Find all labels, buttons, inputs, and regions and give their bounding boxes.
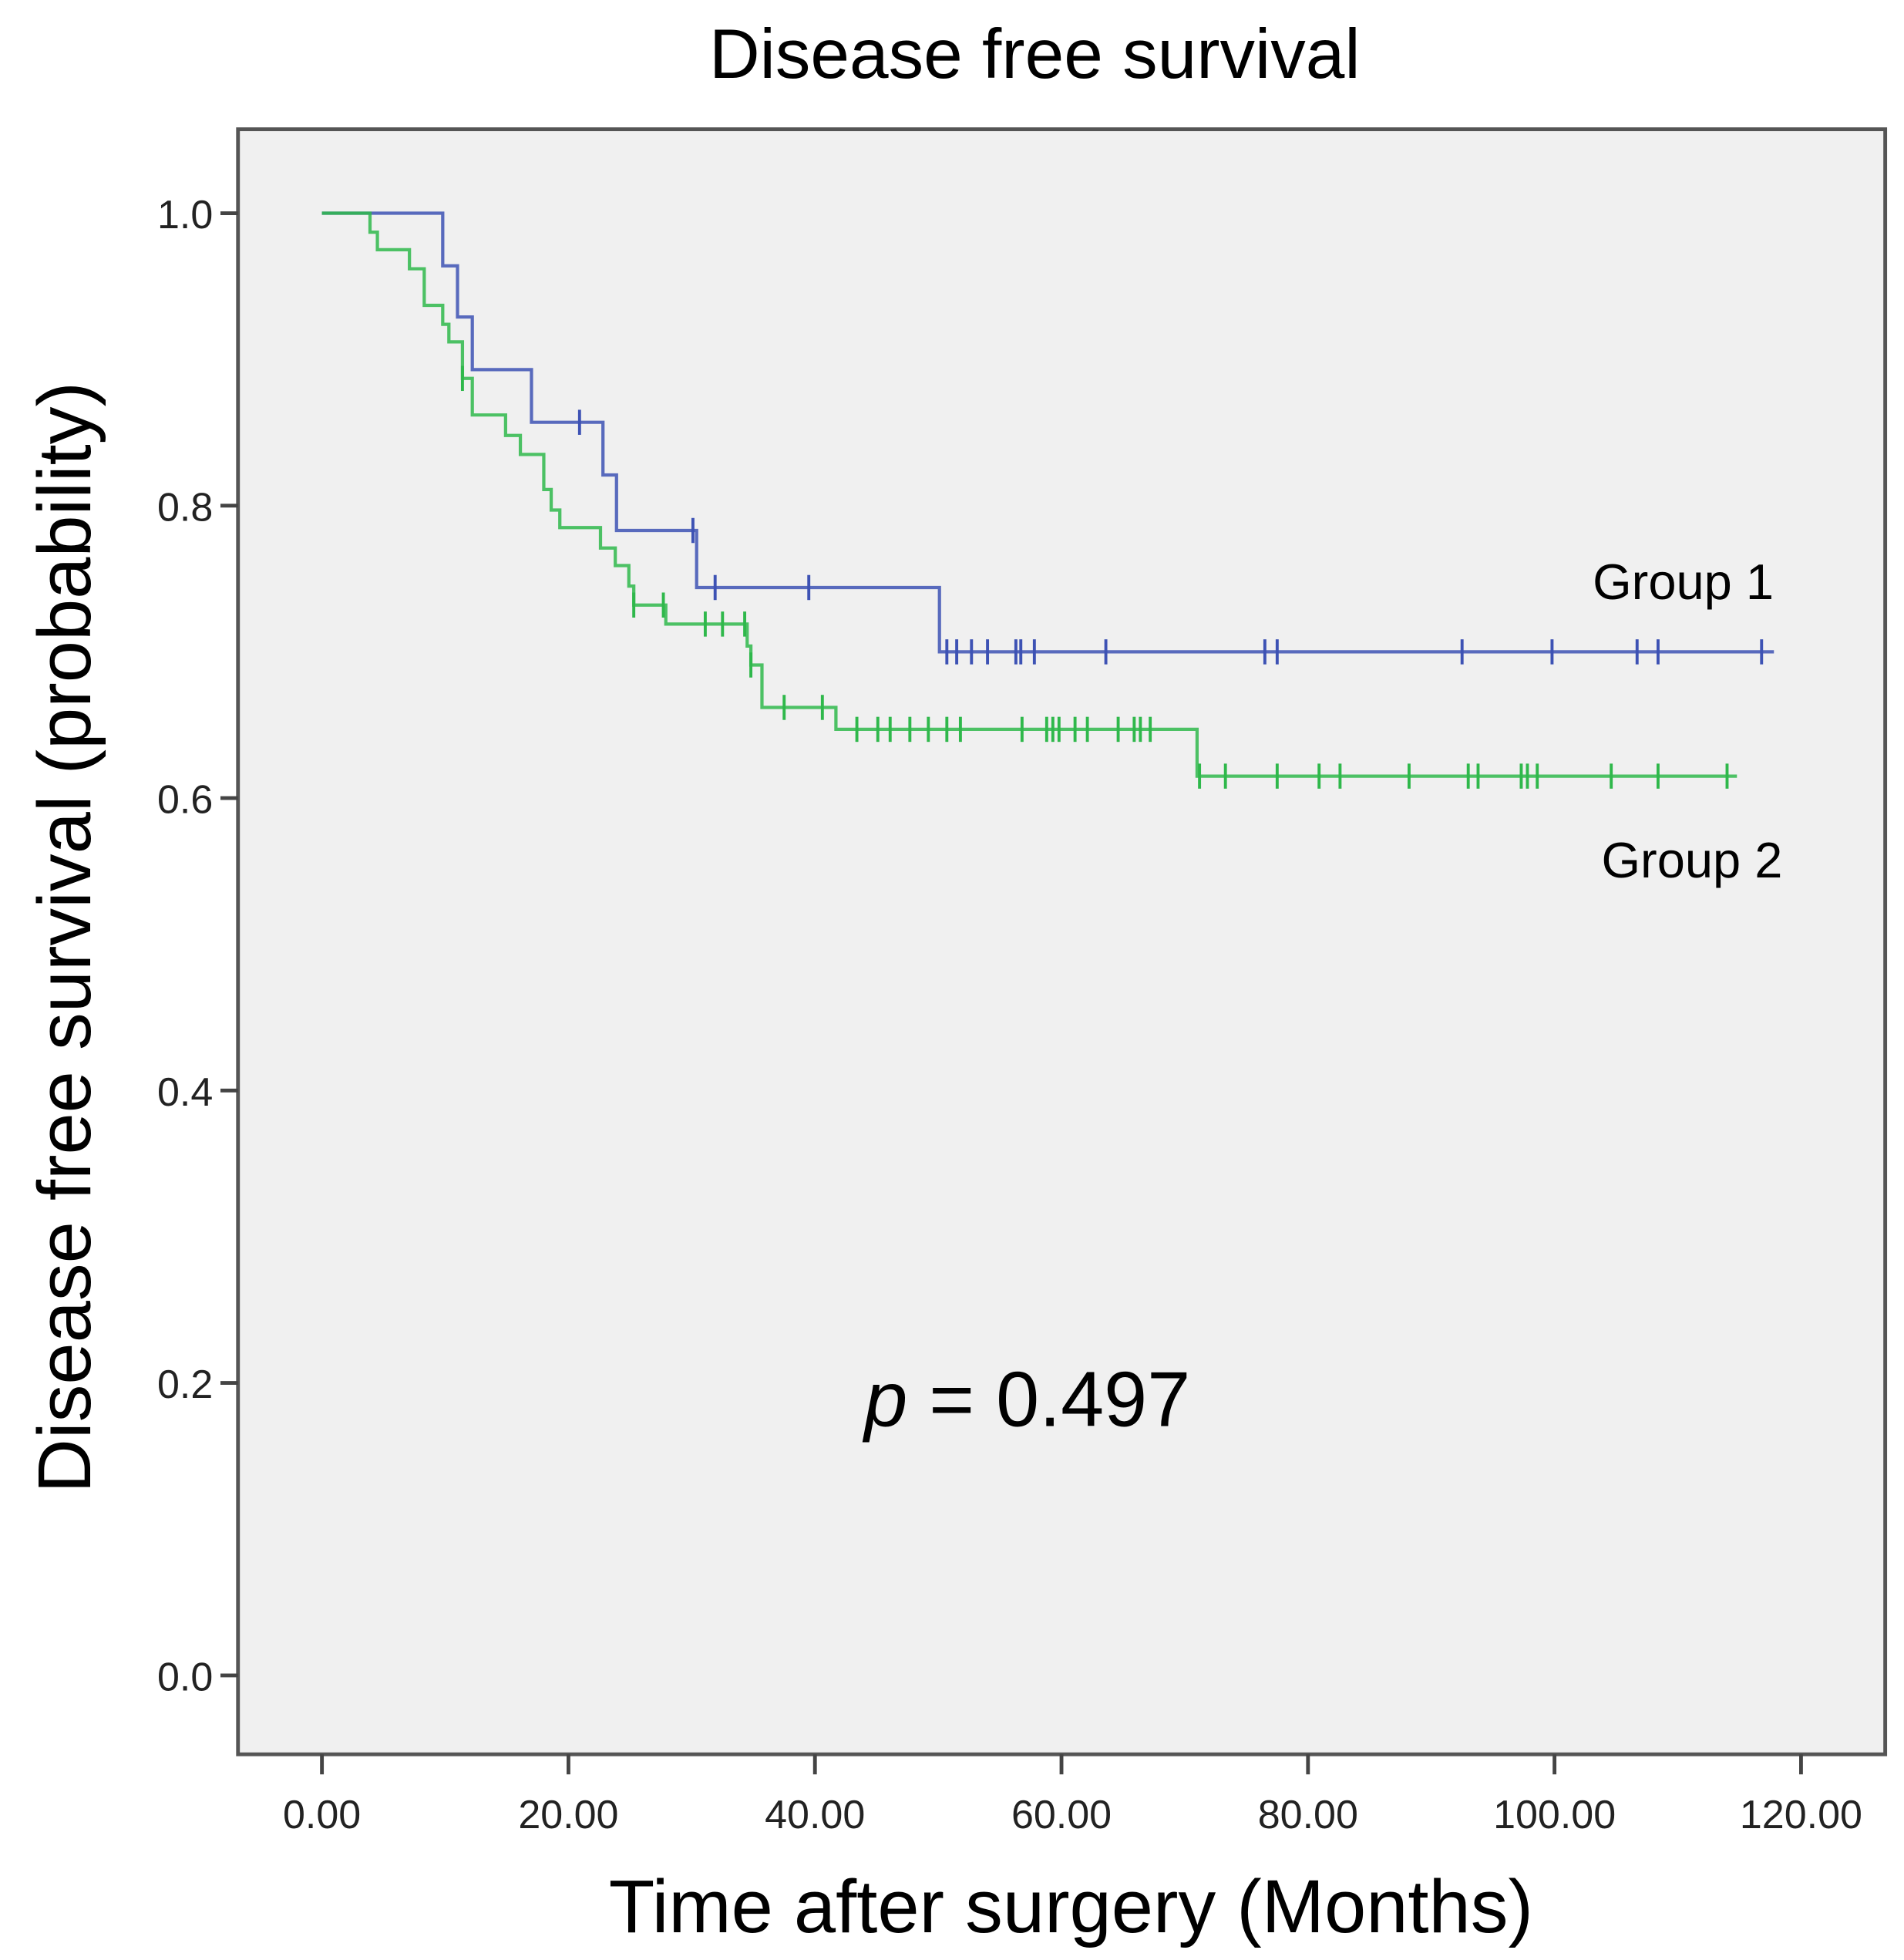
y-tick-label: 0.4 <box>157 1070 213 1115</box>
x-tick-label: 60.00 <box>1011 1793 1112 1837</box>
x-tick-label: 120.00 <box>1740 1793 1862 1837</box>
y-tick-label: 1.0 <box>157 193 213 237</box>
x-axis-title: Time after surgery (Months) <box>609 1864 1533 1948</box>
x-tick-label: 100.00 <box>1493 1793 1616 1837</box>
p-value-annotation: p = 0.497 <box>862 1357 1190 1443</box>
legend-group-2: Group 2 <box>1602 832 1783 888</box>
x-tick-label: 20.00 <box>518 1793 618 1837</box>
y-tick-label: 0.2 <box>157 1362 213 1407</box>
y-tick-label: 0.0 <box>157 1655 213 1699</box>
plot-area <box>236 127 1888 1756</box>
series-group-2 <box>321 211 1737 789</box>
x-tick-label: 80.00 <box>1258 1793 1358 1837</box>
survival-curve-2 <box>321 211 1737 778</box>
x-tick-label: 0.00 <box>283 1793 361 1837</box>
series-group-1 <box>321 211 1774 665</box>
chart-title: Disease free survival <box>709 15 1361 93</box>
p-value: = 0.497 <box>907 1357 1190 1443</box>
p-symbol: p <box>862 1357 907 1443</box>
y-tick-label: 0.6 <box>157 778 213 823</box>
x-tick-label: 40.00 <box>765 1793 865 1837</box>
y-axis-title: Disease free survival (probability) <box>22 382 106 1493</box>
y-tick-label: 0.8 <box>157 485 213 530</box>
survival-curve-1 <box>321 211 1774 654</box>
legend-group-1: Group 1 <box>1593 554 1774 610</box>
